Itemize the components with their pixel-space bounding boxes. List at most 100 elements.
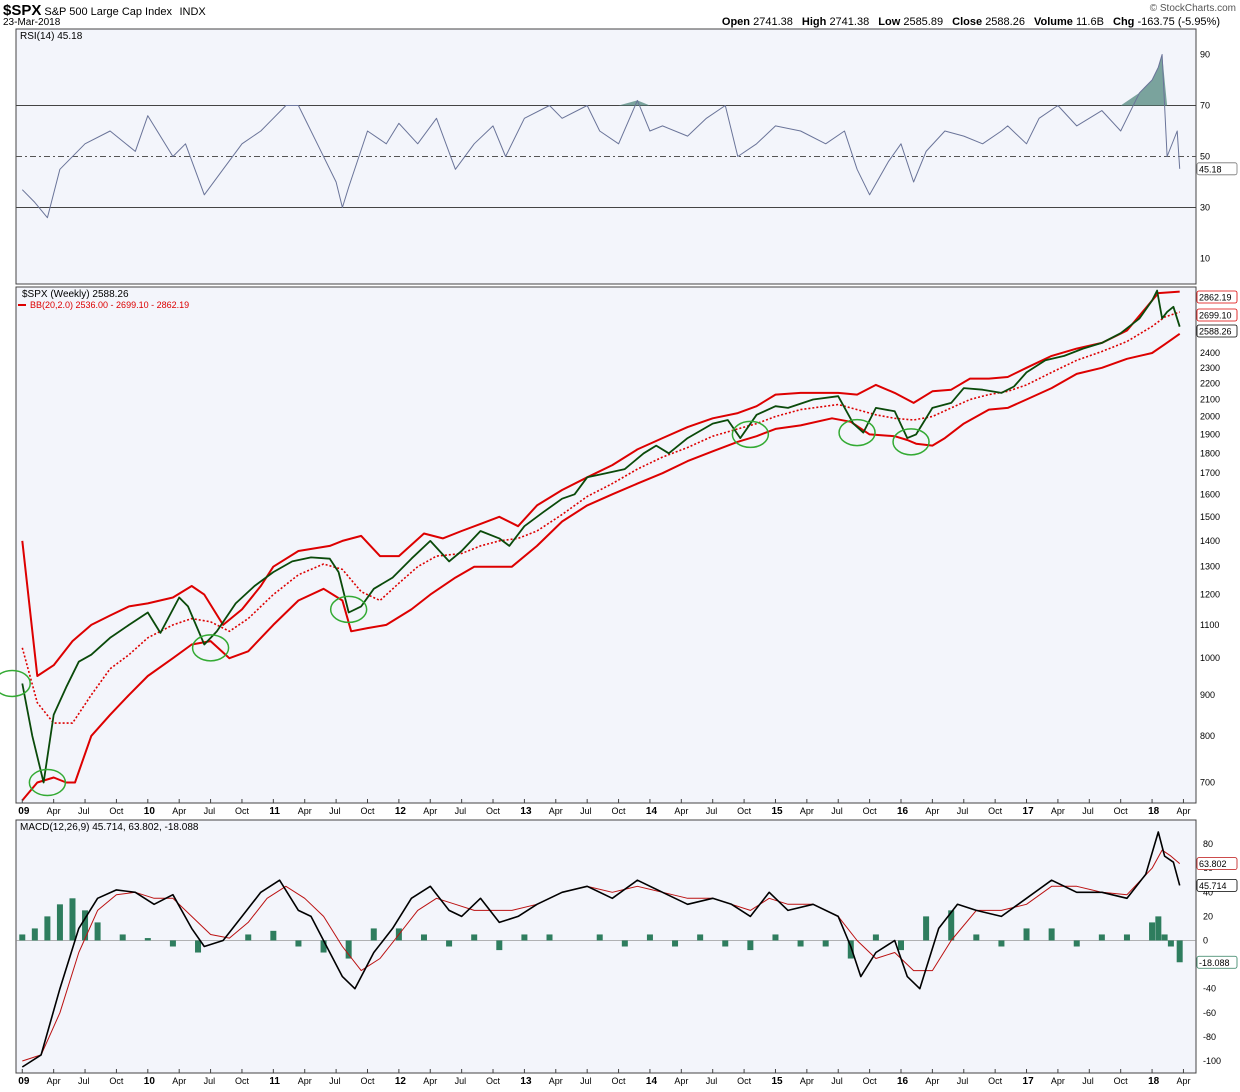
- bb-upper-line: [21, 290, 1180, 677]
- macd-histogram-bar: [546, 934, 553, 941]
- rsi-tick-label: 90: [1200, 50, 1210, 60]
- macd-x-tick-label: 09: [18, 1076, 30, 1087]
- price-x-tick-label: Jul: [329, 806, 341, 816]
- macd-histogram-bar: [496, 940, 503, 951]
- macd-x-tick-label: 10: [144, 1076, 156, 1087]
- macd-histogram-bar: [195, 940, 202, 953]
- rsi-tick-label: 10: [1200, 254, 1210, 264]
- macd-histogram-bar: [1167, 940, 1174, 947]
- macd-x-tick-label: 15: [771, 1076, 783, 1087]
- macd-histogram-bar: [169, 940, 176, 947]
- rsi-legend: RSI(14) 45.18: [20, 31, 83, 42]
- quote-low-value: 2585.89: [903, 16, 944, 28]
- price-x-tick-label: 17: [1023, 806, 1035, 817]
- price-x-tick-label: Oct: [1114, 806, 1129, 816]
- macd-x-tick-label: Oct: [737, 1076, 752, 1086]
- price-tick-label: 2000: [1200, 412, 1220, 422]
- macd-tick-label: -80: [1203, 1032, 1216, 1042]
- price-tick-label: 2400: [1200, 348, 1220, 358]
- macd-tick-label: 80: [1203, 839, 1213, 849]
- macd-histogram-bar: [672, 940, 679, 947]
- macd-x-tick-label: Oct: [235, 1076, 250, 1086]
- macd-x-tick-label: Apr: [549, 1076, 563, 1086]
- macd-histogram-bar: [621, 940, 628, 947]
- price-tick-label: 900: [1200, 690, 1215, 700]
- price-tick-label: 2300: [1200, 363, 1220, 373]
- macd-x-tick-label: 17: [1023, 1076, 1035, 1087]
- quote-close-value: 2588.26: [985, 16, 1025, 28]
- macd-x-tick-label: Oct: [988, 1076, 1003, 1086]
- macd-line: [21, 831, 1181, 1068]
- macd-tick-label: 40: [1203, 887, 1213, 897]
- macd-hist-last-value-box: [1196, 955, 1238, 969]
- macd-histogram-bar: [973, 934, 980, 941]
- macd-x-tick-label: Apr: [925, 1076, 939, 1086]
- macd-x-tick-label: 13: [520, 1076, 532, 1087]
- price-x-tick-label: 11: [269, 806, 280, 817]
- price-x-tick-label: Oct: [737, 806, 752, 816]
- macd-histogram-bar: [1149, 922, 1156, 941]
- macd-x-tick-label: Apr: [172, 1076, 186, 1086]
- price-tick-label: 1000: [1200, 653, 1220, 663]
- macd-x-tick-label: 14: [646, 1076, 658, 1087]
- macd-x-tick-label: Apr: [47, 1076, 61, 1086]
- annotation-circle: [329, 595, 368, 624]
- rsi-last-value: 45.18: [1199, 164, 1222, 174]
- macd-histogram-bar: [144, 938, 151, 941]
- rsi-tick-label: 50: [1200, 152, 1210, 162]
- rsi-last-value-box: [1196, 162, 1238, 176]
- annotation-circle: [838, 418, 876, 447]
- macd-x-tick-label: Oct: [612, 1076, 627, 1086]
- macd-histogram-bar: [94, 922, 101, 941]
- macd-x-tick-label: Oct: [1114, 1076, 1129, 1086]
- macd-histogram-bar: [822, 940, 829, 947]
- price-tick-label: 1300: [1200, 562, 1220, 572]
- macd-histogram-bar: [1161, 934, 1168, 941]
- macd-histogram-bar: [19, 934, 26, 941]
- quote-chg-value: -163.75 (-5.95%): [1137, 16, 1220, 28]
- macd-histogram-bar: [847, 940, 854, 959]
- price-x-tick-label: Apr: [172, 806, 186, 816]
- macd-x-tick-label: Apr: [1051, 1076, 1065, 1086]
- price-tick-label: 1100: [1200, 620, 1219, 630]
- price-x-tick-label: Oct: [235, 806, 250, 816]
- brand-watermark: © StockCharts.com: [1149, 3, 1236, 14]
- chart-title: $SPX S&P 500 Large Cap Index INDX: [3, 2, 206, 20]
- macd-x-tick-label: Jul: [1082, 1076, 1094, 1086]
- rsi-tick-label: 70: [1200, 101, 1210, 111]
- macd-histogram-bar: [521, 934, 528, 941]
- macd-x-tick-label: Oct: [109, 1076, 124, 1086]
- price-tick-label: 700: [1200, 777, 1215, 787]
- macd-histogram-bar: [1098, 934, 1105, 941]
- price-x-tick-label: Jul: [831, 806, 843, 816]
- quote-open-value: 2741.38: [753, 16, 793, 28]
- macd-x-tick-label: Apr: [800, 1076, 814, 1086]
- macd-histogram-bar: [998, 940, 1005, 947]
- macd-x-tick-label: 12: [395, 1076, 407, 1087]
- price-x-tick-label: Jul: [1082, 806, 1094, 816]
- macd-histogram-bar: [370, 928, 377, 941]
- macd-x-tick-label: Jul: [78, 1076, 90, 1086]
- symbol-label: $SPX: [3, 2, 42, 19]
- macd-histogram-bar: [119, 934, 126, 941]
- macd-signal-last-value-box: [1196, 857, 1238, 871]
- bb-middle-last-value: 2699.10: [1199, 311, 1232, 321]
- price-x-tick-label: Oct: [109, 806, 124, 816]
- price-x-tick-label: 12: [395, 806, 407, 817]
- price-x-tick-label: 14: [646, 806, 658, 817]
- macd-x-tick-label: 11: [269, 1076, 280, 1087]
- macd-x-tick-label: Oct: [486, 1076, 501, 1086]
- quote-open-label: Open: [721, 16, 751, 28]
- macd-x-tick-label: Jul: [455, 1076, 467, 1086]
- security-name: S&P 500 Large Cap Index: [44, 6, 172, 18]
- price-x-tick-label: Apr: [1176, 806, 1190, 816]
- macd-histogram-bar: [44, 916, 51, 941]
- macd-x-tick-label: Jul: [706, 1076, 718, 1086]
- annotation-circle: [731, 420, 770, 449]
- macd-histogram-bar: [471, 934, 478, 941]
- price-tick-label: 2200: [1200, 378, 1220, 388]
- macd-x-tick-label: Jul: [957, 1076, 969, 1086]
- bb-middle-line: [21, 311, 1180, 724]
- chart-date: 23-Mar-2018: [3, 17, 61, 28]
- macd-x-tick-label: Oct: [360, 1076, 375, 1086]
